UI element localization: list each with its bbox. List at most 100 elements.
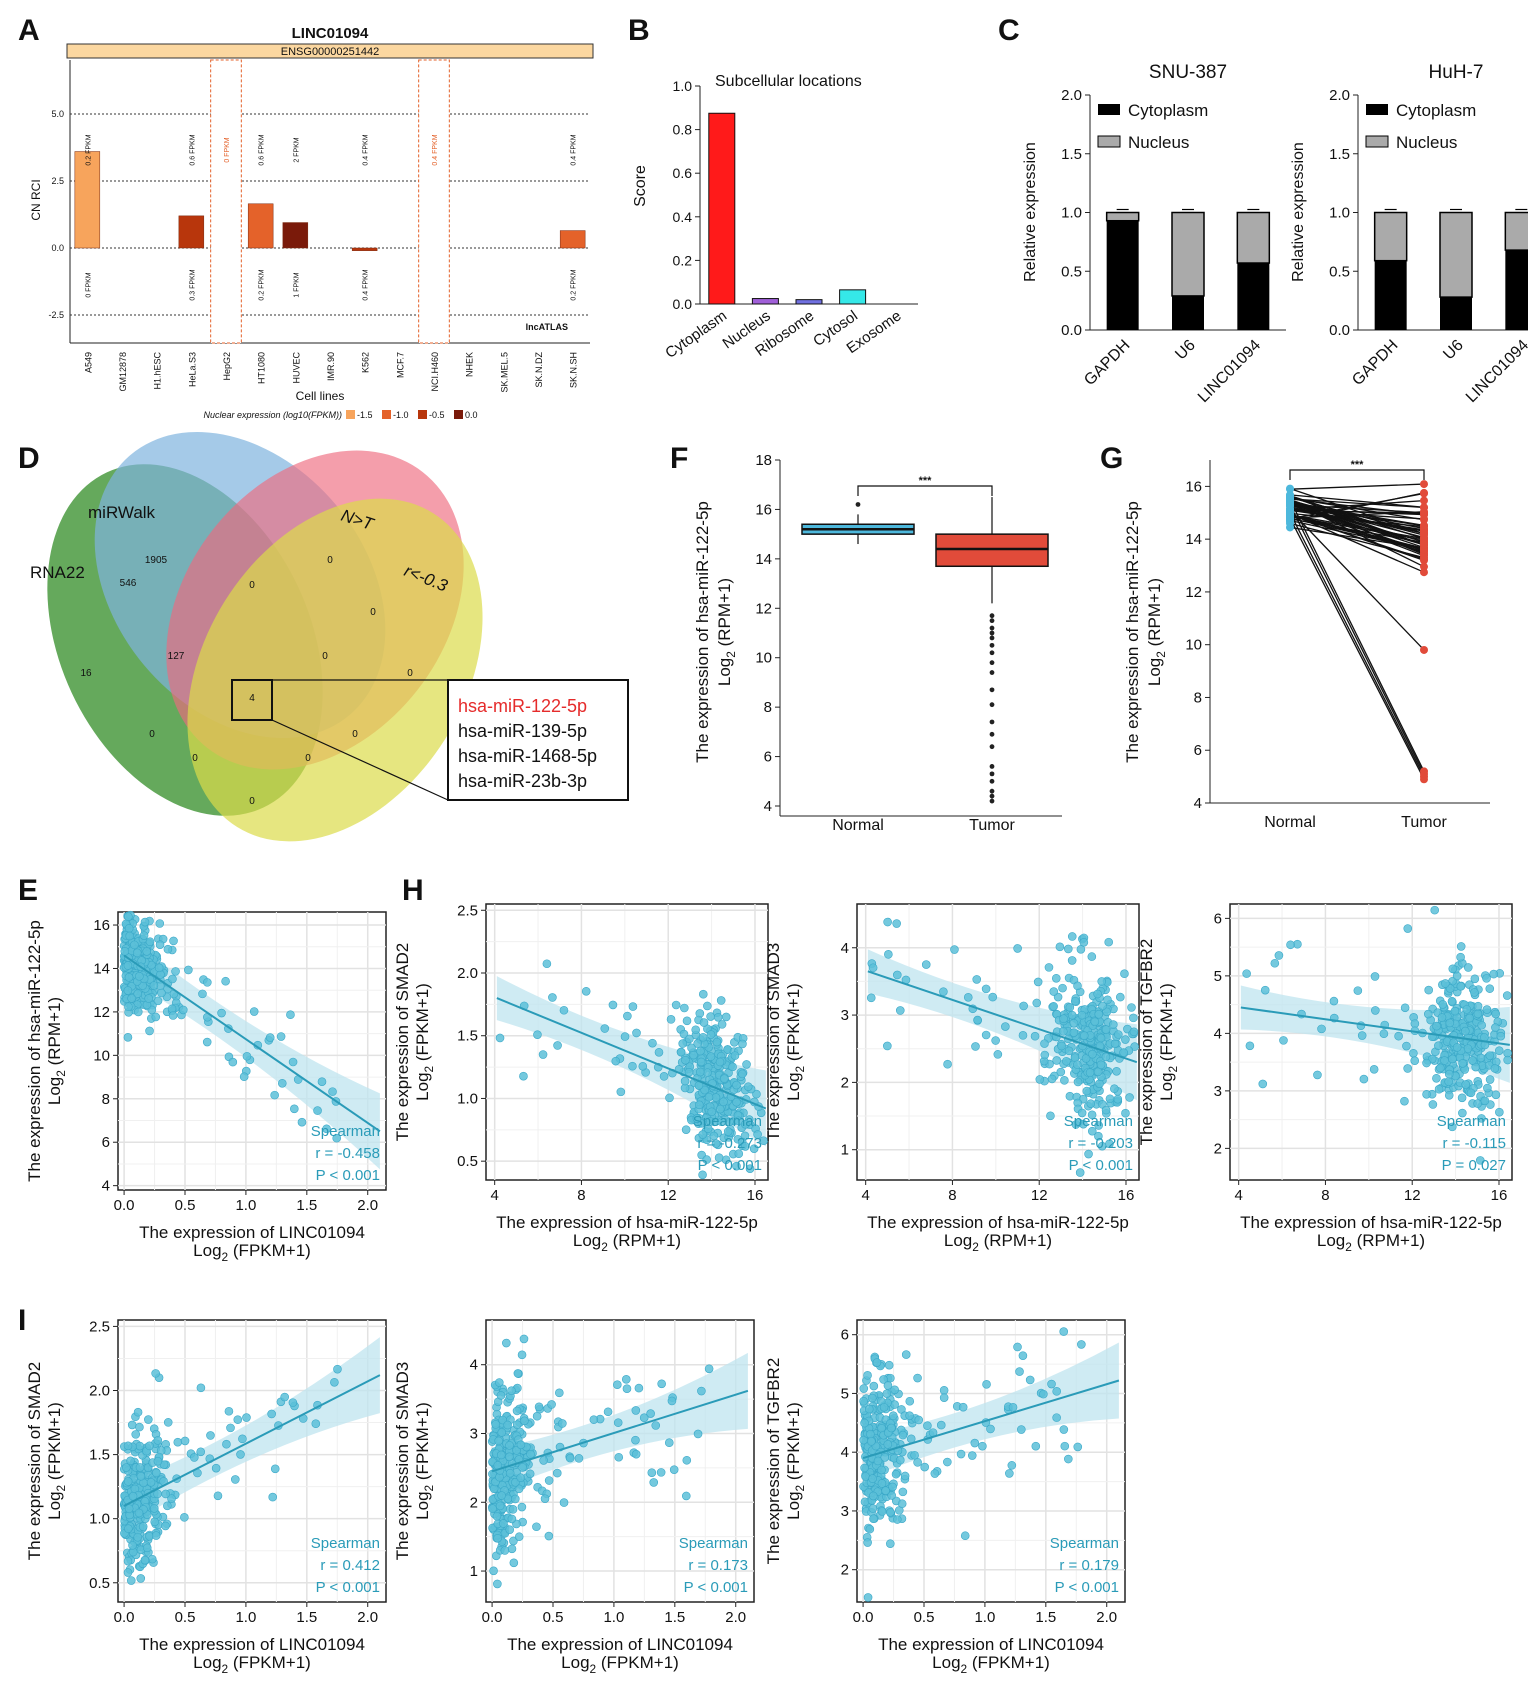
- panel-c-y-tick: 1.0: [1329, 205, 1350, 222]
- panel-f-significance: ***: [919, 475, 933, 487]
- scatter-point: [1091, 1018, 1099, 1026]
- scatter-point: [628, 1062, 636, 1070]
- scatter-point: [668, 1397, 676, 1405]
- scatter-x-tick: 2.0: [1096, 1609, 1117, 1626]
- venn-count: 0: [352, 729, 358, 740]
- panel-a-legend-swatch: [454, 410, 463, 419]
- scatter-point: [1483, 1084, 1491, 1092]
- scatter-point: [243, 1052, 251, 1060]
- panel-g-paired-plot: 46810121416The expression of hsa-miR-122…: [1123, 459, 1490, 831]
- scatter-point: [870, 1382, 878, 1390]
- scatter-point: [878, 1507, 886, 1515]
- scatter-point: [1045, 963, 1053, 971]
- scatter-point: [1261, 986, 1269, 994]
- scatter-point: [899, 1431, 907, 1439]
- panel-a-dashed-cell: [211, 60, 242, 343]
- scatter-point: [143, 947, 151, 955]
- panel-g-tumor-point: [1420, 646, 1428, 654]
- scatter-stat: Spearman: [1064, 1113, 1133, 1130]
- scatter-y-tick: 4: [102, 1178, 110, 1195]
- scatter-point: [158, 989, 166, 997]
- scatter-x-label2: Log2 (RPM+1): [944, 1231, 1052, 1254]
- scatter-point: [1114, 1031, 1122, 1039]
- scatter-stat: r = 0.412: [320, 1557, 380, 1574]
- scatter-point: [632, 1450, 640, 1458]
- scatter-point: [1424, 1010, 1432, 1018]
- scatter-point: [893, 920, 901, 928]
- scatter-point: [989, 993, 997, 1001]
- scatter-stat: P < 0.001: [1069, 1157, 1133, 1174]
- scatter-point: [1457, 953, 1465, 961]
- scatter-x-tick: 1.0: [235, 1197, 256, 1214]
- panel-c-y-tick: 0.0: [1061, 322, 1082, 339]
- scatter-point: [683, 1456, 691, 1464]
- scatter-y-tick: 10: [93, 1047, 110, 1064]
- panel-f-outlier: [990, 720, 995, 725]
- scatter-point: [1429, 1100, 1437, 1108]
- scatter-point: [543, 960, 551, 968]
- scatter-y-tick: 3: [470, 1425, 478, 1442]
- panel-a-top-label: 0.6 FPKM: [259, 134, 266, 165]
- scatter-point: [1486, 1052, 1494, 1060]
- scatter-point: [682, 1492, 690, 1500]
- scatter-point: [1105, 938, 1113, 946]
- scatter-point: [1492, 1010, 1500, 1018]
- scatter-point: [1445, 1091, 1453, 1099]
- scatter-point: [1040, 1040, 1048, 1048]
- panel-c-bar-cytoplasm: [1440, 297, 1472, 330]
- panel-f-y-tick: 12: [755, 600, 772, 617]
- scatter-x-tick: 12: [1404, 1187, 1421, 1204]
- panel-a-x-tick: HUVEC: [291, 352, 301, 384]
- panel-f-outlier: [990, 618, 995, 623]
- scatter-point: [152, 1369, 160, 1377]
- scatter-point: [679, 1040, 687, 1048]
- scatter-point: [1120, 1049, 1128, 1057]
- scatter-point: [1380, 1030, 1388, 1038]
- scatter-point: [250, 1008, 258, 1016]
- panel-a-bar: [352, 248, 377, 251]
- scatter-point: [923, 1422, 931, 1430]
- scatter-point: [238, 1435, 246, 1443]
- scatter-point: [1467, 1089, 1475, 1097]
- scatter-point: [203, 1038, 211, 1046]
- scatter-point: [717, 996, 725, 1004]
- scatter-point: [1466, 1014, 1474, 1022]
- panel-label-h: H: [402, 874, 424, 907]
- scatter-point: [505, 1453, 513, 1461]
- scatter-point: [906, 1412, 914, 1420]
- scatter-point: [1313, 1071, 1321, 1079]
- scatter-point: [507, 1387, 515, 1395]
- scatter-point: [1423, 1090, 1431, 1098]
- venn-callout-mirna: hsa-miR-139-5p: [458, 721, 587, 741]
- panel-i-smad3-scatter: 0.0 0.5 1.0 1.5 2.01234Spearmanr = 0.173P < …: [393, 1320, 754, 1676]
- scatter-x-tick: 4: [491, 1187, 499, 1204]
- scatter-point: [939, 988, 947, 996]
- panel-c-bar-cytoplasm: [1505, 250, 1528, 330]
- scatter-point: [944, 1060, 952, 1068]
- scatter-point: [860, 1397, 868, 1405]
- panel-g-normal-point: [1286, 514, 1294, 522]
- scatter-point: [1059, 1027, 1067, 1035]
- scatter-point: [136, 1442, 144, 1450]
- scatter-point: [1504, 1056, 1512, 1064]
- scatter-point: [508, 1515, 516, 1523]
- scatter-point: [156, 941, 164, 949]
- panel-b-y-tick: 0.6: [673, 165, 693, 181]
- panel-c-bar-cytoplasm: [1107, 221, 1139, 330]
- scatter-point: [884, 918, 892, 926]
- panel-c-x-tick: U6: [1440, 337, 1467, 364]
- scatter-point: [533, 1031, 541, 1039]
- scatter-point: [1068, 1011, 1076, 1019]
- scatter-point: [722, 1013, 730, 1021]
- scatter-point: [631, 1436, 639, 1444]
- scatter-point: [137, 1574, 145, 1582]
- panel-a-legend-swatch: [346, 410, 355, 419]
- scatter-stat: Spearman: [679, 1535, 748, 1552]
- panel-f-outlier: [990, 687, 995, 692]
- panel-g-normal-point: [1286, 485, 1294, 493]
- scatter-point: [648, 1039, 656, 1047]
- scatter-y-tick: 4: [841, 1444, 849, 1461]
- scatter-point: [1474, 1010, 1482, 1018]
- scatter-point: [545, 1532, 553, 1540]
- scatter-point: [214, 1492, 222, 1500]
